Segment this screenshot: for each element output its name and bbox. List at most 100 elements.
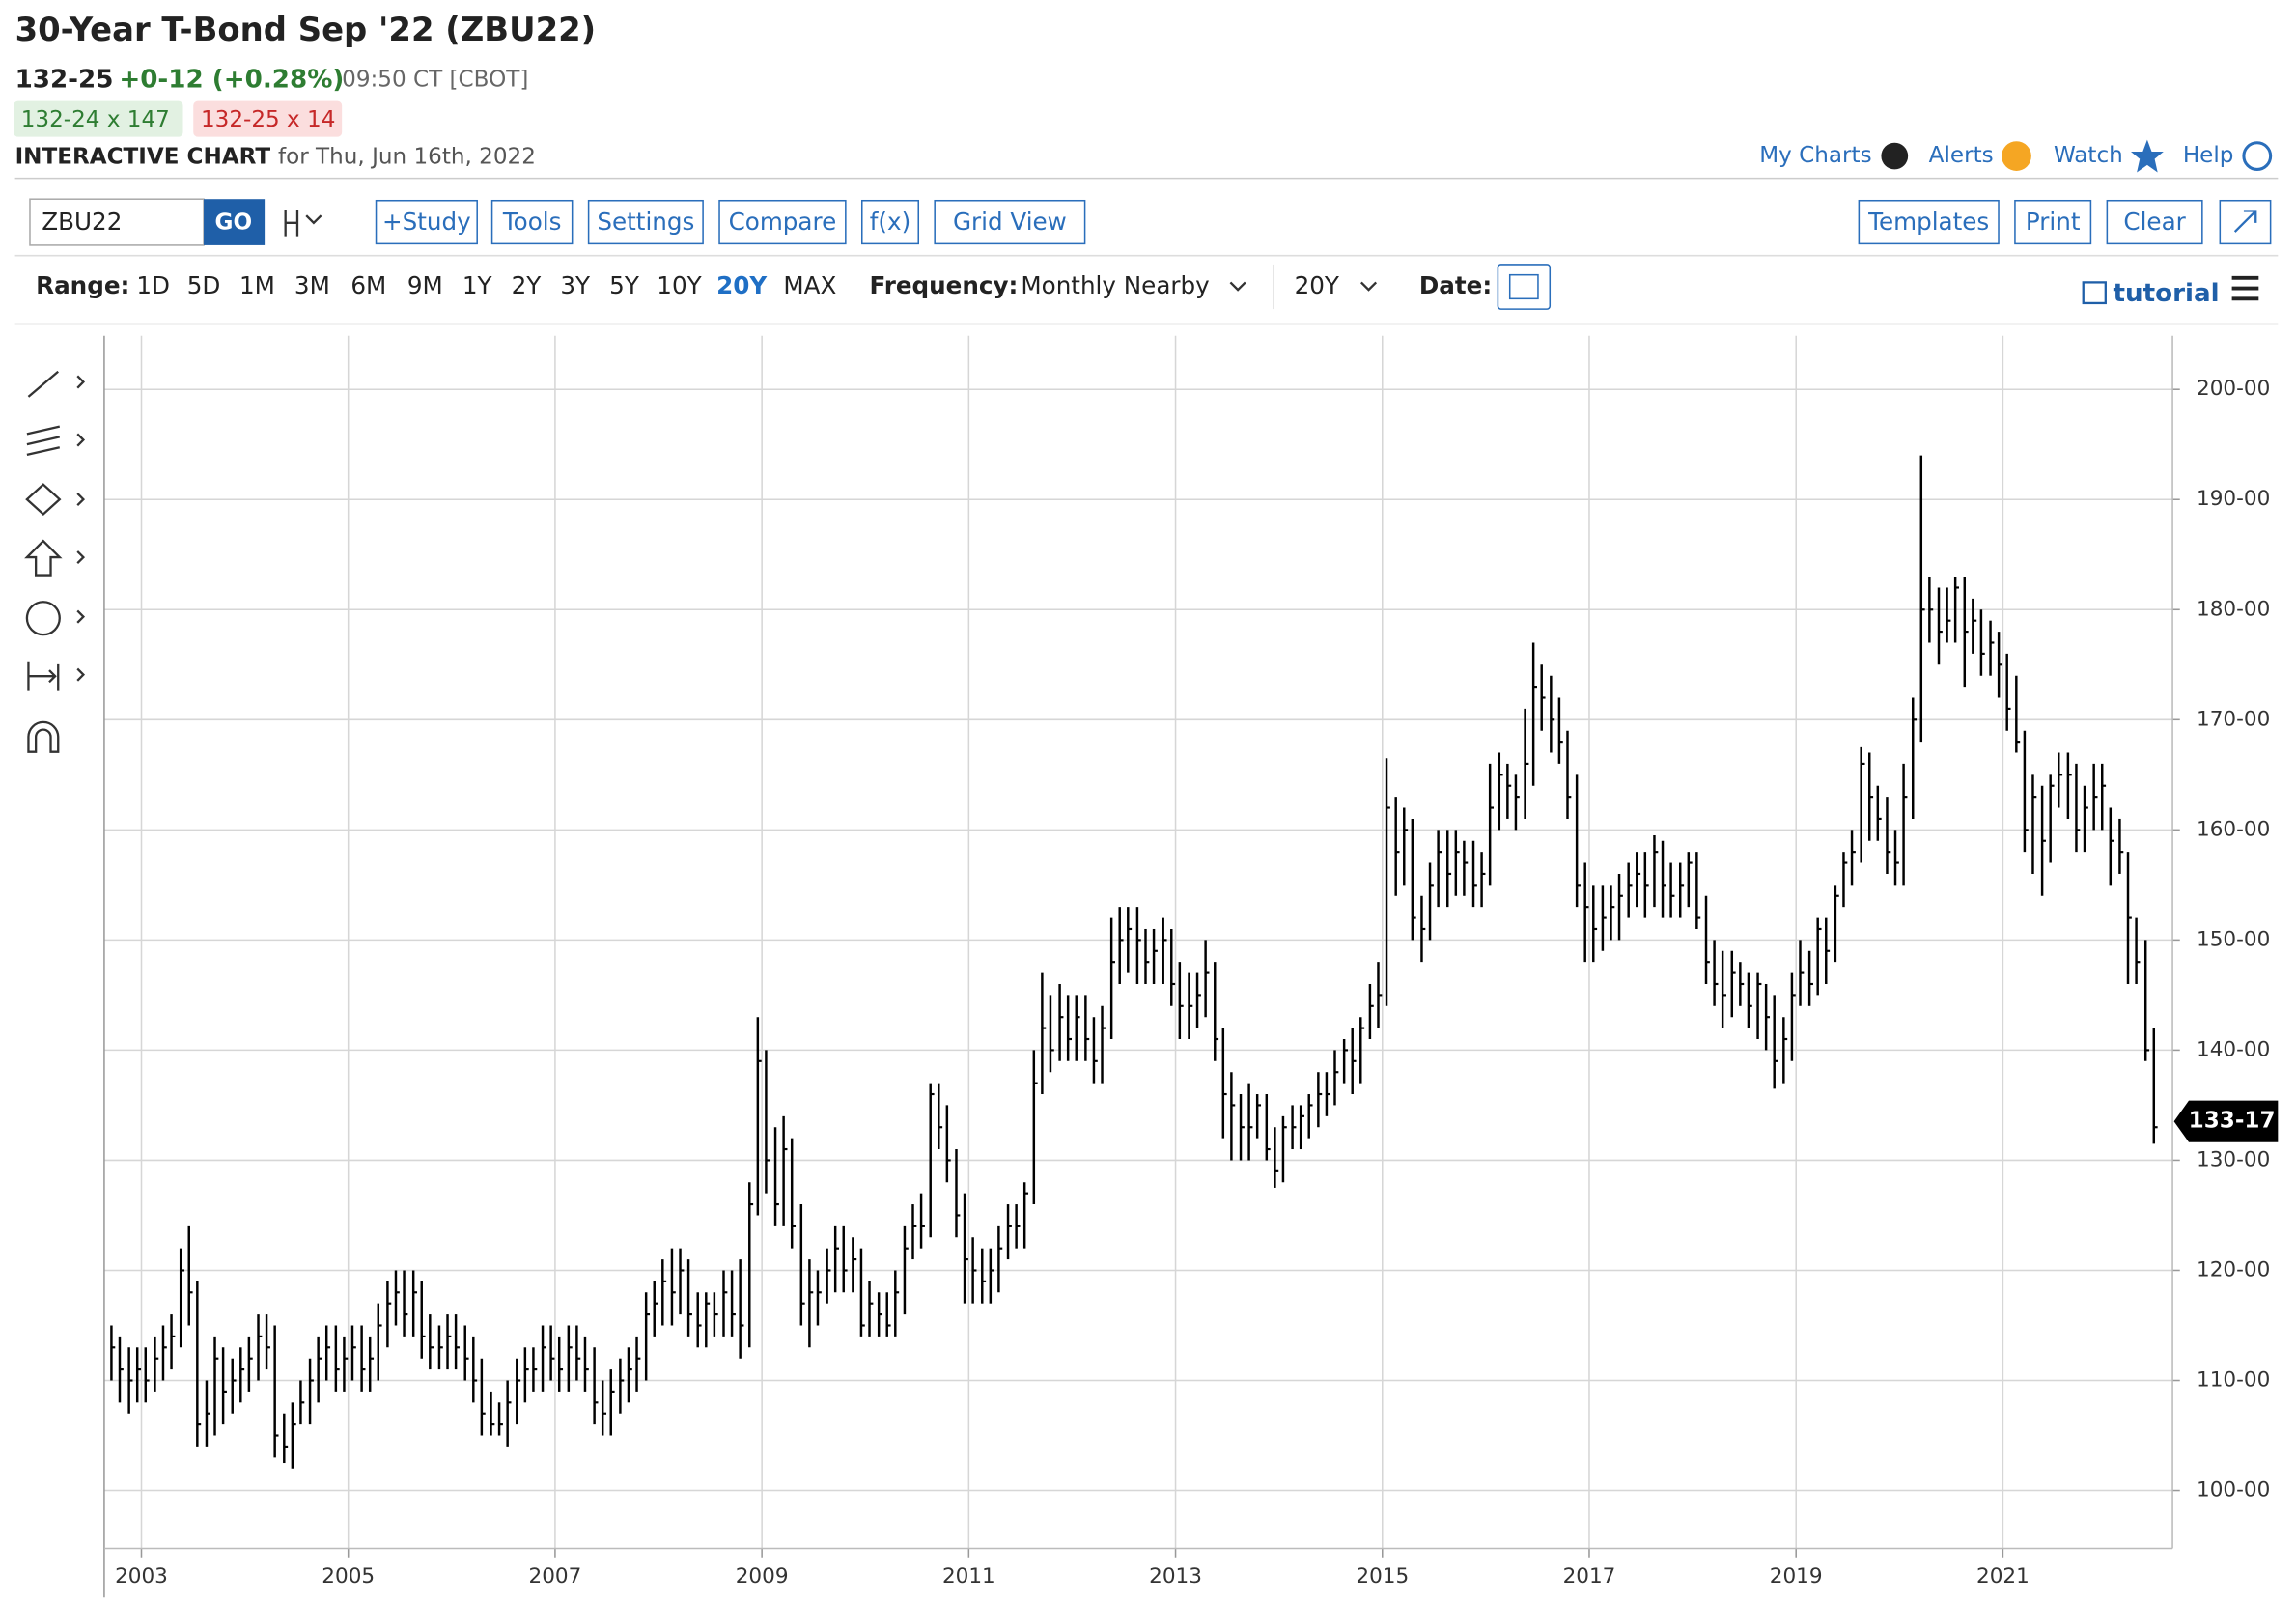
last-price: 132-25	[15, 66, 114, 95]
range-option[interactable]: 5D	[187, 271, 221, 299]
price-change: +0-12 (+0.28%)	[119, 66, 344, 95]
expand-icon	[2233, 210, 2257, 233]
chevron	[1360, 281, 1378, 292]
range-option[interactable]: 20Y	[716, 271, 768, 299]
bid: 132-24 x 147	[21, 107, 170, 132]
y-tick-label: 160-00	[2197, 817, 2270, 841]
help-icon	[2242, 141, 2273, 171]
chart-type-icon[interactable]	[284, 209, 322, 237]
range-option[interactable]: 2Y	[512, 271, 543, 299]
ask-box	[193, 100, 343, 137]
frequency-value[interactable]: Monthly Nearby	[1021, 271, 1209, 299]
range-option[interactable]: 3Y	[560, 271, 591, 299]
x-tick-label: 2021	[1976, 1564, 2030, 1589]
quote-time: 09:50 CT [CBOT]	[342, 68, 528, 93]
toolbar-button-label: Compare	[729, 208, 837, 236]
toolbar-button-label: Settings	[597, 208, 694, 236]
range-option[interactable]: MAX	[783, 271, 836, 299]
film-icon	[2082, 281, 2107, 305]
x-tick-label: 2007	[529, 1564, 582, 1589]
range-option[interactable]: 1M	[239, 271, 275, 299]
tutorial-link[interactable]: tutorial	[2114, 279, 2220, 308]
toolbar-button-label: Grid View	[953, 208, 1067, 236]
bid-box	[14, 100, 183, 137]
y-tick-label: 140-00	[2197, 1037, 2270, 1061]
symbol-input[interactable]	[29, 198, 205, 246]
go-label: GO	[215, 210, 253, 235]
y-tick-label: 180-00	[2197, 597, 2270, 621]
x-tick-label: 2011	[942, 1564, 995, 1589]
x-tick-label: 2019	[1770, 1564, 1823, 1589]
chart-label: INTERACTIVE CHART	[15, 145, 271, 170]
period-value[interactable]: 20Y	[1295, 271, 1340, 299]
x-tick-label: 2005	[322, 1564, 375, 1589]
chevron	[1229, 281, 1246, 292]
toolbar-button[interactable]	[587, 199, 704, 245]
date-label: Date:	[1419, 271, 1492, 299]
range-option[interactable]: 3M	[294, 271, 330, 299]
y-tick-label: 150-00	[2197, 927, 2270, 951]
toolbar-button-label: Print	[2026, 208, 2081, 236]
range-option[interactable]: 1D	[136, 271, 170, 299]
nav-my-charts[interactable]: My Charts	[1759, 143, 1871, 168]
star-icon	[2130, 139, 2164, 173]
symbol-value: ZBU22	[42, 208, 122, 236]
toolbar-button-label: +Study	[382, 208, 471, 236]
last-price-marker	[2173, 1100, 2279, 1142]
range-option[interactable]: 1Y	[462, 271, 493, 299]
drawing-tools	[24, 370, 86, 753]
chart-date: for Thu, Jun 16th, 2022	[278, 145, 536, 170]
x-tick-label: 2015	[1356, 1564, 1409, 1589]
ask: 132-25 x 14	[201, 107, 335, 132]
last-price-label: 133-17	[2189, 1109, 2276, 1134]
tool-fib[interactable]	[26, 425, 61, 457]
frequency-label: Frequency:	[869, 271, 1018, 299]
plus-icon	[1881, 142, 1909, 170]
x-tick-label: 2003	[115, 1564, 168, 1589]
y-tick-label: 120-00	[2197, 1257, 2270, 1281]
tool-text[interactable]	[25, 601, 61, 636]
tool-line[interactable]	[27, 370, 59, 398]
toolbar-button[interactable]	[2106, 199, 2203, 245]
go-button[interactable]	[204, 199, 266, 245]
range-options: 1D 5D 1M 3M 6M 9M 1Y 2Y 3Y 5Y 10Y 20Y MAX	[136, 271, 836, 299]
alert-icon	[2002, 141, 2031, 171]
price-chart: 100-00 110-00 120-00 130-00 140-00 150-00 160-…	[103, 335, 2279, 1598]
toolbar-button[interactable]	[860, 199, 920, 245]
toolbar-buttons: +Study Tools Settings Compare f(x) Grid View T…	[375, 199, 2203, 245]
tool-shape[interactable]	[25, 483, 62, 517]
toolbar-button-label: Clear	[2123, 208, 2186, 236]
toolbar-button[interactable]	[2014, 199, 2092, 245]
y-tick-label: 200-00	[2197, 377, 2270, 401]
tool-measure[interactable]	[27, 661, 60, 691]
range-option[interactable]: 10Y	[657, 271, 702, 299]
x-tick-label: 2017	[1563, 1564, 1616, 1589]
x-tick-label: 2013	[1149, 1564, 1202, 1589]
tool-magnet[interactable]	[27, 720, 60, 753]
toolbar-button-label: Templates	[1867, 208, 1989, 236]
y-tick-label: 190-00	[2197, 487, 2270, 511]
toolbar-button[interactable]	[375, 199, 478, 245]
toolbar-button[interactable]	[1858, 199, 2000, 245]
y-tick-label: 170-00	[2197, 707, 2270, 731]
y-tick-label: 100-00	[2197, 1478, 2270, 1503]
menu-icon[interactable]	[2231, 275, 2259, 301]
tool-arrow[interactable]	[24, 539, 63, 577]
x-tick-label: 2009	[736, 1564, 789, 1589]
range-option[interactable]: 9M	[407, 271, 443, 299]
toolbar-button[interactable]	[934, 199, 1086, 245]
range-option[interactable]: 5Y	[609, 271, 640, 299]
title: 30-Year T-Bond Sep '22 (ZBU22)	[15, 11, 597, 48]
toolbar-button[interactable]	[490, 199, 574, 245]
toolbar-button[interactable]	[718, 199, 847, 245]
y-tick-label: 130-00	[2197, 1147, 2270, 1171]
date-picker[interactable]	[1497, 264, 1552, 310]
y-tick-label: 110-00	[2197, 1368, 2270, 1393]
nav-watch[interactable]: Watch	[2054, 143, 2123, 168]
range-option[interactable]: 6M	[350, 271, 386, 299]
calendar-icon	[1508, 273, 1539, 300]
nav-help[interactable]: Help	[2183, 143, 2234, 168]
nav-alerts[interactable]: Alerts	[1929, 143, 1994, 168]
